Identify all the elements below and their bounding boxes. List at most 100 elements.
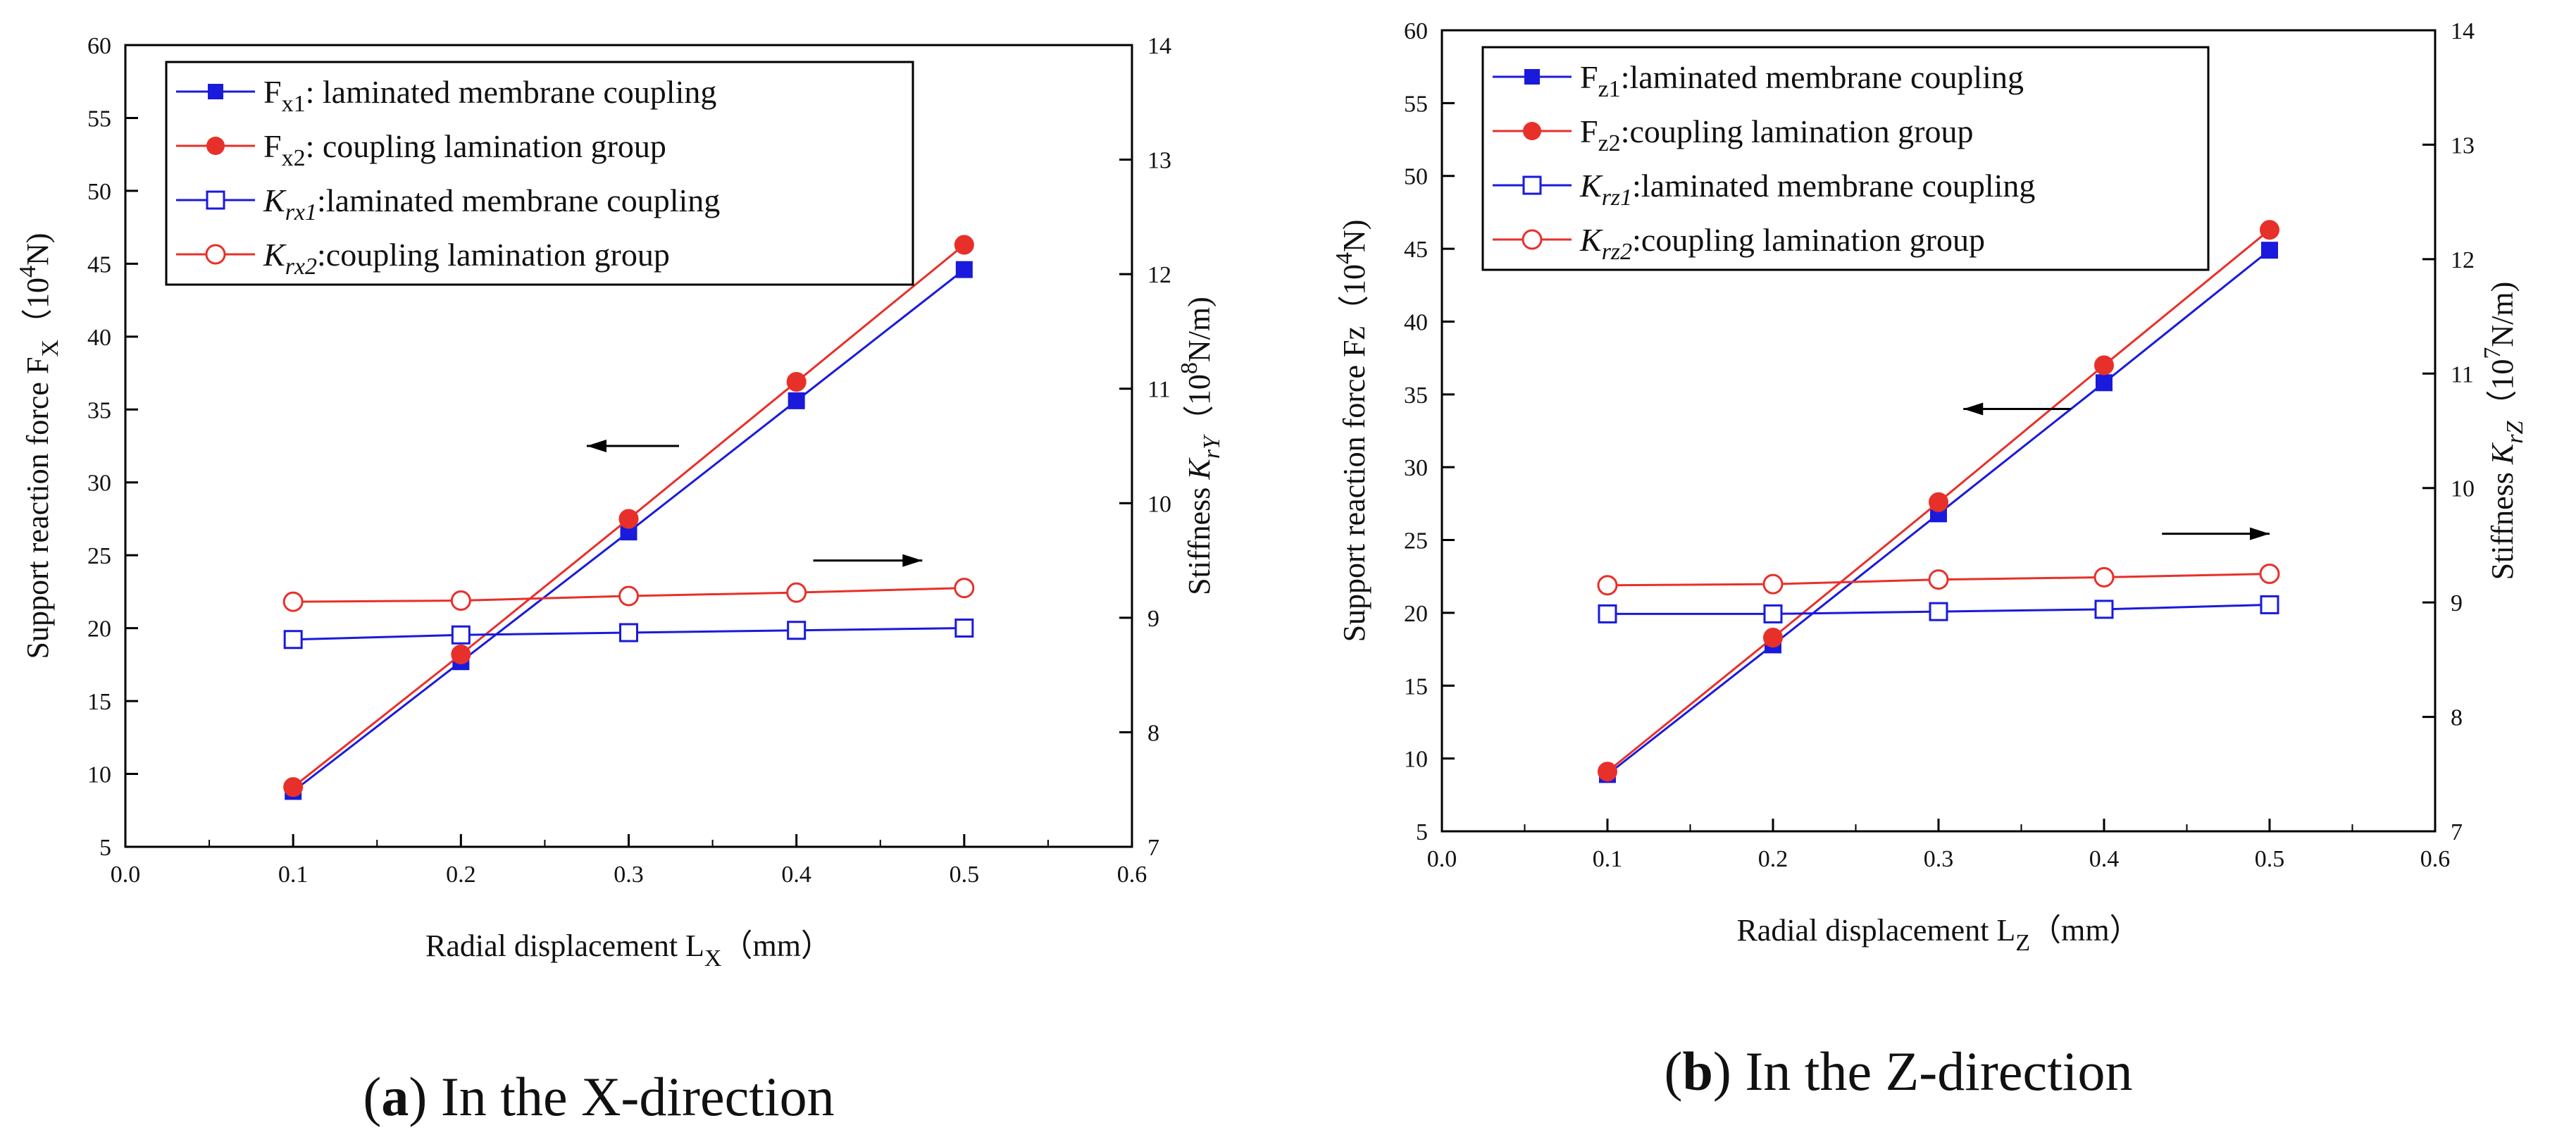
- y-right-tick-label: 9: [2451, 590, 2463, 616]
- legend-label-z1: Fz1:laminated membrane coupling: [1580, 59, 2024, 102]
- legend-label-rz2: Krz2:coupling lamination group: [1579, 222, 1985, 265]
- y-left-tick-label: 45: [87, 252, 111, 278]
- data-point-rx2: [786, 582, 807, 603]
- legend-marker-rx2: [205, 244, 226, 265]
- data-point-rx1: [619, 623, 638, 643]
- data-point-rx1: [787, 621, 807, 640]
- x-tick-label: 0.3: [1924, 846, 1954, 872]
- x-tick-label: 0.4: [781, 862, 811, 888]
- chart-z-direction: 0.0 0.1 0.2 0.3 0.4 0.5 0.6 5 10 15 20 25 30 35 40 45 50…: [1331, 18, 2528, 956]
- legend-marker-x1: [208, 84, 223, 99]
- arrow-head: [586, 440, 606, 452]
- series-z2: [1598, 220, 2279, 782]
- data-point-rz1: [1763, 604, 1783, 623]
- legend-label-rz1: Krz1:laminated membrane coupling: [1579, 168, 2035, 211]
- data-point-z1: [2096, 374, 2113, 392]
- x-tick-label: 0.6: [2420, 846, 2451, 872]
- series-rz1: [1598, 595, 2279, 623]
- y-left-tick-label: 20: [1404, 601, 1428, 627]
- data-point-z1: [2261, 242, 2278, 259]
- series-x2: [283, 235, 974, 797]
- legend-marker-z2: [1523, 122, 1541, 140]
- data-point-z2: [1598, 762, 1617, 782]
- data-point-z2: [2260, 220, 2279, 240]
- legend-box: [165, 61, 914, 286]
- y-left-tick-label: 35: [1404, 383, 1428, 409]
- y-right-tick-label: 13: [2451, 132, 2475, 159]
- y-right-tick-label: 12: [1147, 262, 1171, 288]
- y-left-tick-label: 35: [87, 397, 111, 423]
- legend-marker-z1: [1524, 69, 1540, 85]
- legend-marker-rz2: [1522, 229, 1543, 250]
- x-tick-label: 0.0: [111, 862, 141, 888]
- arrow-left: [1963, 402, 2071, 416]
- y-left-tick-label: 50: [87, 179, 111, 205]
- y-left-tick-label: 15: [1404, 674, 1428, 700]
- data-point-rx1: [451, 625, 471, 645]
- x-tick-label: 0.1: [1593, 846, 1623, 872]
- arrow-left: [586, 440, 679, 452]
- y-right-tick-label: 7: [1147, 835, 1159, 861]
- data-point-x2: [451, 644, 471, 664]
- x-tick-label: 0.1: [278, 862, 309, 888]
- data-point-rz1: [1598, 604, 1617, 623]
- data-point-rx2: [618, 585, 639, 607]
- legend: Fz1:laminated membrane coupling Fz2:coupl…: [1481, 46, 2210, 271]
- x-tick-label: 0.2: [1758, 846, 1788, 872]
- series-rz2: [1597, 564, 2280, 596]
- y-left-tick-label: 50: [1404, 164, 1428, 190]
- y-right-tick-label: 14: [2451, 18, 2475, 44]
- chart-x-direction: 0.0 0.1 0.2 0.3 0.4 0.5 0.6 5 10 15 20 25 30 35 40 45 50…: [15, 33, 1225, 972]
- y-left-tick-label: 20: [87, 616, 111, 643]
- x-tick-label: 0.4: [2089, 846, 2120, 872]
- data-point-x1: [788, 392, 805, 409]
- y-left-tick-label: 5: [99, 835, 111, 861]
- legend-label-rx2: Krx2:coupling lamination group: [263, 237, 670, 280]
- data-point-x2: [786, 371, 807, 392]
- data-point-rz2: [1597, 575, 1618, 596]
- arrow-right: [2162, 527, 2270, 540]
- legend-marker-rz1: [1522, 175, 1542, 195]
- x-axis-title: Radial displacement LX（mm）: [425, 929, 832, 972]
- arrow-head: [902, 554, 923, 567]
- y-left-tick-label: 30: [1404, 455, 1428, 481]
- series-rx2: [282, 578, 975, 612]
- y-left-tick-label: 15: [87, 689, 111, 715]
- data-point-rx2: [954, 578, 975, 599]
- x-tick-label: 0.5: [950, 862, 980, 888]
- data-point-rz1: [2094, 600, 2114, 619]
- y-left-tick-label: 40: [1404, 309, 1428, 335]
- y-right-tick-label: 9: [1147, 606, 1159, 632]
- data-point-rx2: [450, 590, 471, 611]
- y-right-axis-title: Stiffness KrY（108N/m): [1176, 297, 1225, 595]
- data-point-rz1: [1929, 602, 1948, 621]
- y-left-tick-label: 10: [1404, 747, 1428, 773]
- data-point-x2: [618, 509, 639, 529]
- data-point-rx1: [283, 630, 303, 650]
- arrow-head: [1963, 402, 1984, 416]
- y-right-tick-label: 7: [2451, 819, 2463, 845]
- data-point-rx1: [954, 618, 974, 638]
- series-rx1: [283, 618, 974, 650]
- y-right-tick-label: 13: [1147, 148, 1171, 174]
- data-point-rz2: [1928, 569, 1949, 590]
- y-right-tick-label: 8: [1147, 720, 1159, 746]
- arrow-right: [813, 554, 923, 567]
- x-tick-label: 0.5: [2255, 846, 2285, 872]
- y-right-tick-label: 14: [1147, 33, 1171, 59]
- y-left-tick-label: 25: [1404, 528, 1428, 554]
- y-right-tick-label: 11: [1147, 377, 1171, 403]
- x-tick-label: 0.3: [614, 862, 644, 888]
- data-point-x2: [283, 777, 304, 797]
- x-tick-label: 0.0: [1427, 846, 1457, 872]
- data-point-rz1: [2260, 595, 2279, 614]
- legend-box: [1481, 46, 2210, 271]
- legend-label-rx1: Krx1:laminated membrane coupling: [263, 182, 720, 225]
- x-tick-label: 0.6: [1117, 862, 1147, 888]
- y-right-axis-title: Stiffness KrZ（107N/m): [2479, 282, 2528, 581]
- data-point-x1: [955, 261, 973, 278]
- y-left-tick-label: 55: [87, 106, 111, 132]
- y-left-tick-label: 55: [1404, 91, 1428, 117]
- y-left-tick-label: 25: [87, 543, 111, 569]
- data-point-z2: [2094, 355, 2114, 376]
